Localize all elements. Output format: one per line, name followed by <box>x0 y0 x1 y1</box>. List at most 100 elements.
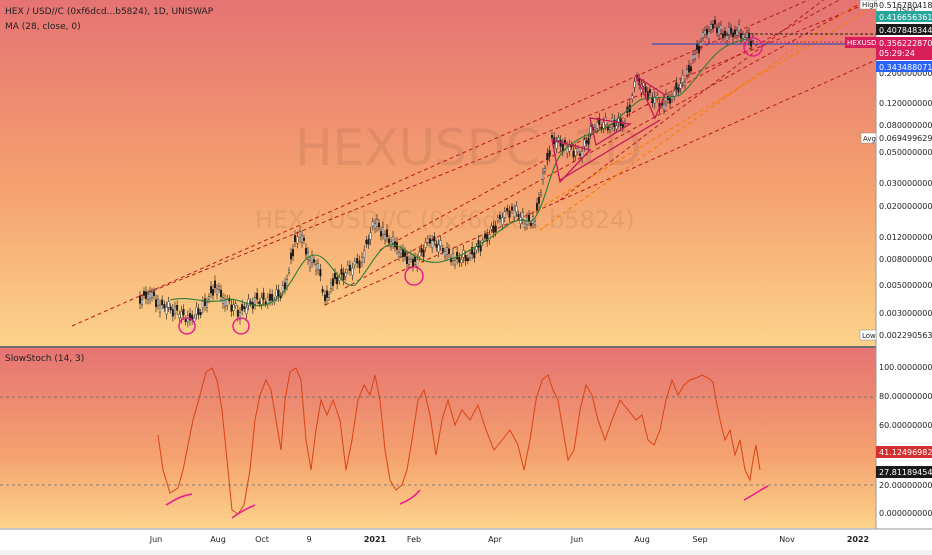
candle-body <box>363 250 366 258</box>
candle-body <box>184 318 187 323</box>
candle-body <box>722 33 725 38</box>
black-price-tag: 0.4078483449 <box>879 26 932 35</box>
candle-body <box>269 293 272 301</box>
candle-body <box>435 243 438 248</box>
candle-body <box>651 96 654 103</box>
candle-body <box>182 309 185 316</box>
candle-body <box>299 231 302 238</box>
candle-body <box>388 238 391 244</box>
oscillator-tags[interactable]: 41.1249698210 27.8118945437 <box>876 446 932 478</box>
divergence-strokes[interactable] <box>165 485 769 519</box>
candle-body <box>528 214 531 222</box>
candle-body <box>271 294 274 301</box>
ma-line[interactable] <box>169 37 756 307</box>
candle-body <box>704 30 707 35</box>
price-tick-label: 0.0030000000 <box>879 309 932 318</box>
candle-body <box>367 239 370 245</box>
price-tags[interactable]: High 0.5167804186 USDC 0.4166563617 0.40… <box>845 0 932 341</box>
candle-body <box>585 140 588 144</box>
candle-body <box>615 125 618 130</box>
ma-indicator-label[interactable]: MA (28, close, 0) <box>5 22 81 32</box>
trend-lines[interactable] <box>71 0 877 327</box>
candle-body <box>602 122 605 129</box>
price-tick-label: 0.2000000000 <box>879 69 932 78</box>
candle-body <box>642 82 645 87</box>
price-tick-label: 0.0500000000 <box>879 148 932 157</box>
oscillator-pane[interactable] <box>0 348 876 528</box>
candle-body <box>313 259 316 263</box>
candle-body <box>311 255 314 263</box>
price-axis[interactable] <box>876 0 932 530</box>
candle-body <box>346 264 349 271</box>
candle-body <box>416 259 419 267</box>
candle-body <box>712 24 715 29</box>
circle-markers[interactable] <box>178 37 763 335</box>
candle-body <box>219 289 222 297</box>
price-candles[interactable] <box>138 15 755 328</box>
candle-body <box>197 308 200 315</box>
currency-label: USDC <box>896 6 919 15</box>
candle-body <box>418 251 421 257</box>
candle-body <box>215 288 218 295</box>
price-tick-label: 0.0800000000 <box>879 121 932 130</box>
candle-body <box>466 257 469 262</box>
high-value: 0.5167804186 <box>879 1 932 10</box>
candle-body <box>292 249 295 257</box>
candle-body <box>736 30 739 36</box>
time-tick-label: Sep <box>692 535 707 544</box>
symbol-title[interactable]: HEX / USD//C (0xf6dcd...b5824), 1D, UNIS… <box>5 7 214 17</box>
stoch-line[interactable] <box>157 367 761 515</box>
price-tick-label: 0.1200000000 <box>879 99 932 108</box>
candle-body <box>587 138 590 145</box>
candle-body <box>371 221 374 227</box>
price-tick-label: 0.0120000000 <box>879 233 932 242</box>
candle-body <box>698 45 701 54</box>
candle-body <box>649 89 652 93</box>
candle-body <box>458 257 461 263</box>
candle-body <box>538 196 541 204</box>
candle-body <box>176 305 179 311</box>
candle-body <box>544 168 547 172</box>
candle-body <box>156 299 159 306</box>
bar-countdown: 05:29:24 <box>879 49 915 58</box>
candle-body <box>609 127 612 131</box>
candle-body <box>281 285 284 292</box>
candle-body <box>424 242 427 248</box>
candle-body <box>180 310 183 319</box>
candle-body <box>376 219 379 227</box>
candle-body <box>386 229 389 237</box>
candle-body <box>594 127 597 130</box>
oscillator-tick-label: 100.0000000000 <box>879 363 932 372</box>
candle-body <box>750 40 753 47</box>
time-tick-label: 9 <box>306 535 311 544</box>
candle-body <box>673 90 676 97</box>
candle-body <box>433 236 436 242</box>
candle-body <box>479 245 482 252</box>
oscillator-tick-label: 20.0000000000 <box>879 481 932 490</box>
candle-body <box>195 307 198 315</box>
time-axis[interactable] <box>0 529 932 550</box>
candle-body <box>230 304 233 312</box>
candle-body <box>148 291 151 300</box>
candle-body <box>702 32 705 38</box>
candle-body <box>496 217 499 221</box>
candle-body <box>275 289 278 297</box>
candle-body <box>253 297 256 305</box>
time-tick-label: Aug <box>634 535 650 544</box>
candle-body <box>551 135 554 139</box>
time-tick-label: Nov <box>779 535 795 544</box>
candle-body <box>307 252 310 260</box>
candle-body <box>217 286 220 290</box>
candle-body <box>746 32 749 38</box>
candle-body <box>412 258 415 267</box>
candle-body <box>398 252 401 258</box>
triangle-patterns[interactable] <box>551 74 666 184</box>
candle-body <box>353 261 356 266</box>
oscillator-title[interactable]: SlowStoch (14, 3) <box>5 354 84 364</box>
candle-body <box>205 301 208 308</box>
candle-body <box>589 126 592 134</box>
time-tick-label: Feb <box>407 535 421 544</box>
watermark-description: HEX / USD//C (0xf6dcd...b5824) <box>255 206 635 234</box>
candle-body <box>700 41 703 47</box>
